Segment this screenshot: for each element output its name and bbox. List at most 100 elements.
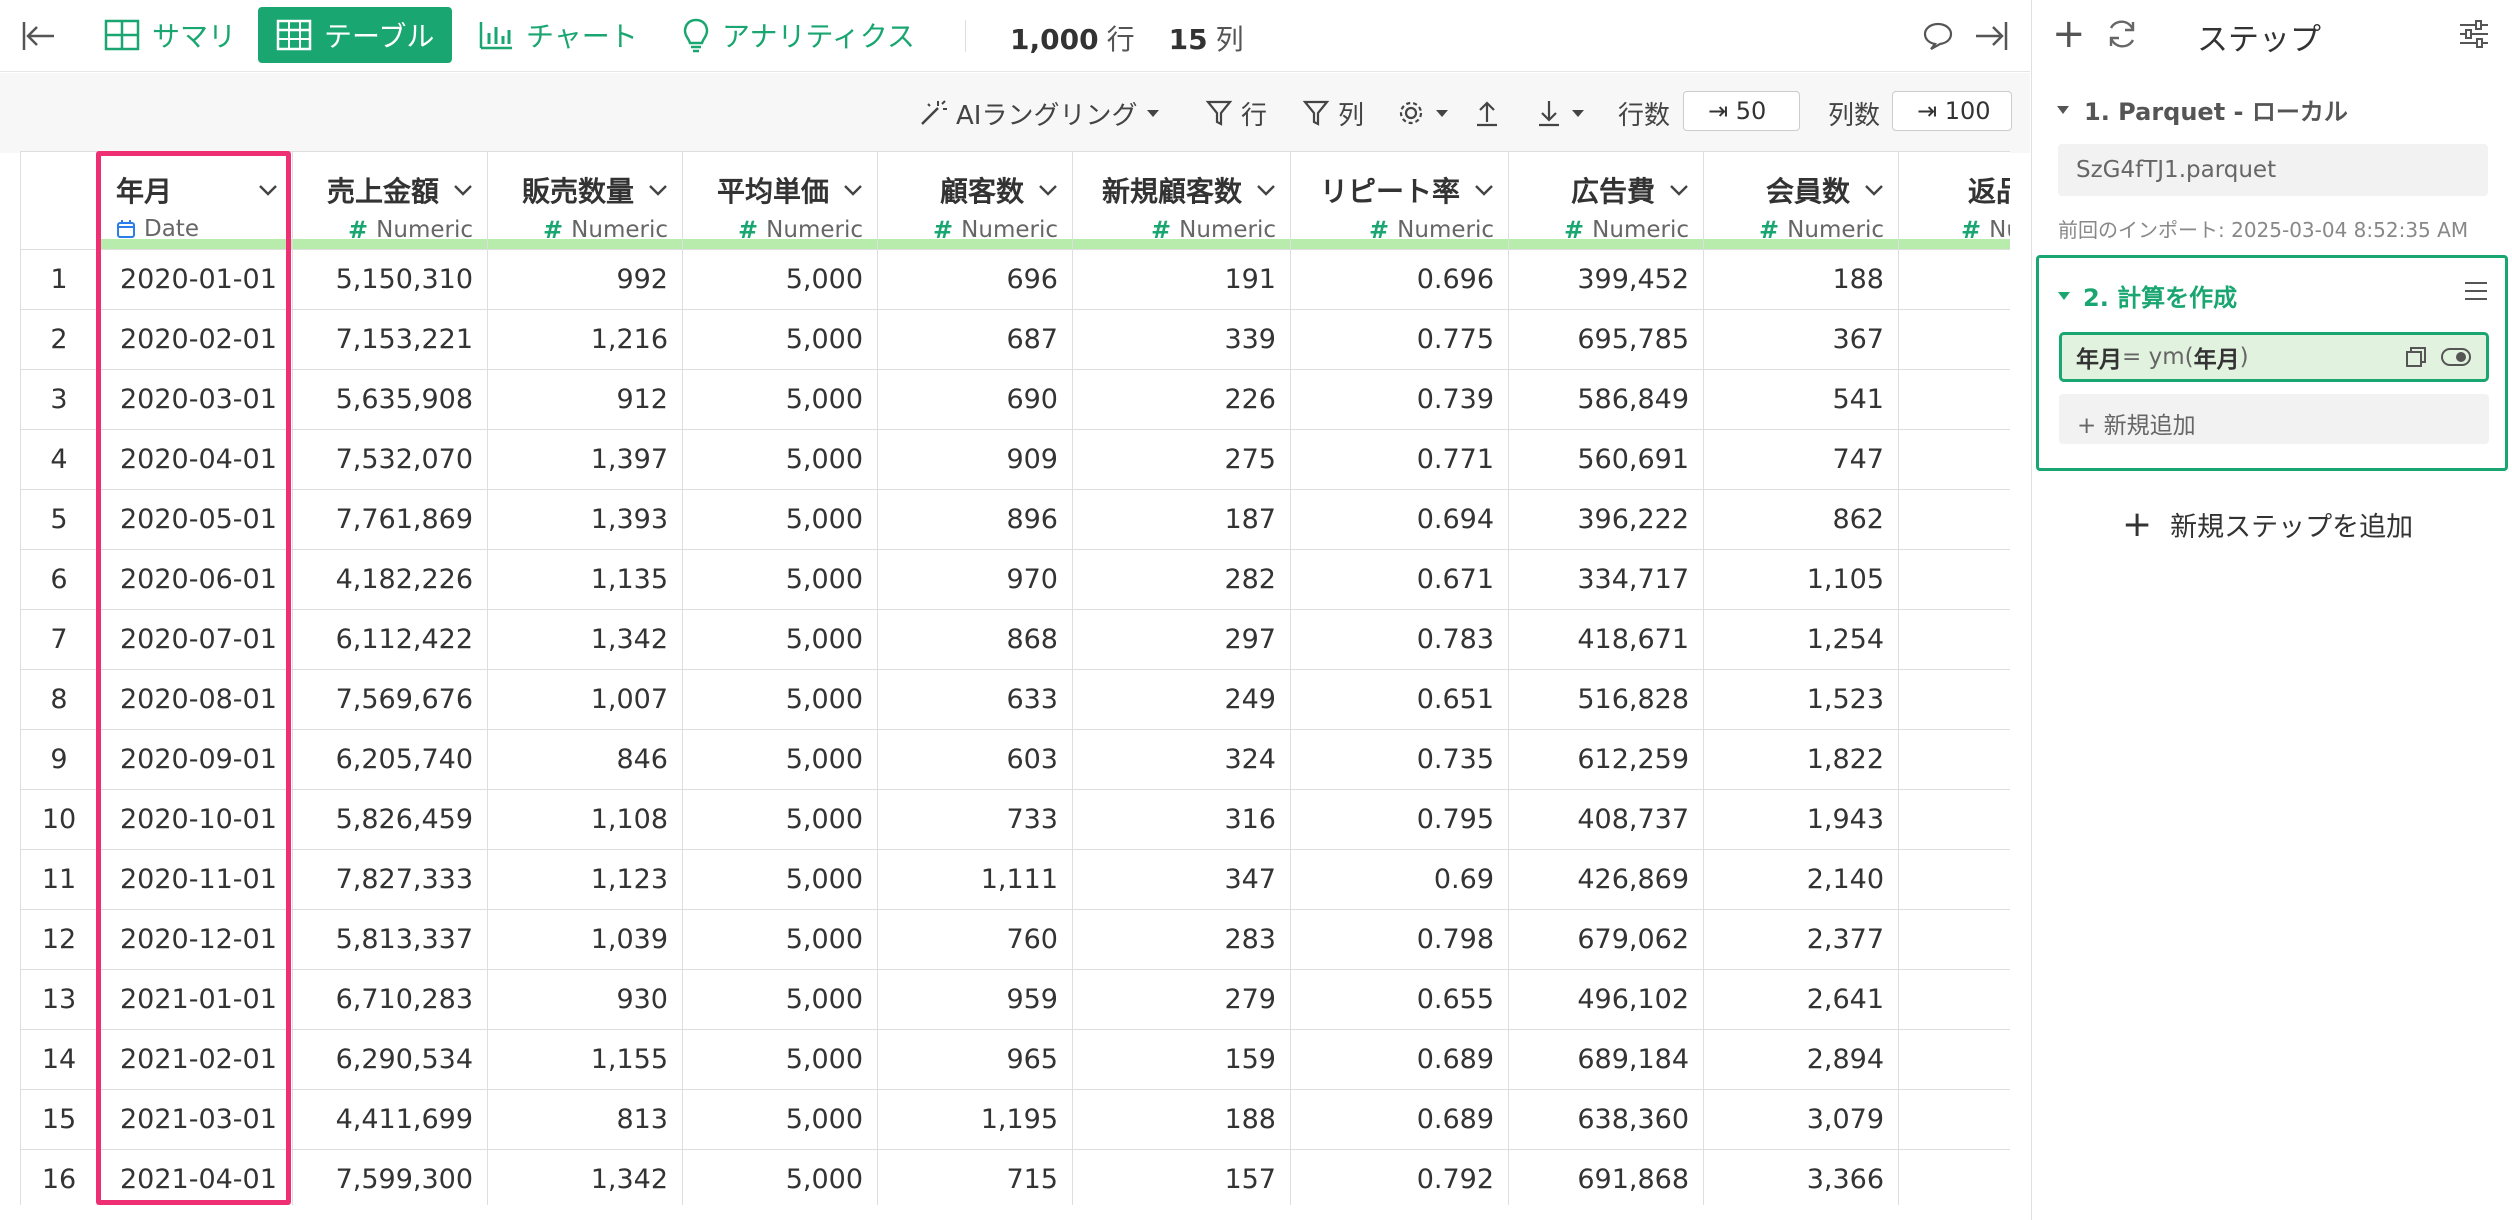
table-cell[interactable]: 7,761,869 <box>292 489 488 550</box>
calculation-item[interactable]: 年月 = ym(年月) <box>2059 332 2489 382</box>
table-cell[interactable]: 1,105 <box>1703 549 1899 610</box>
table-cell[interactable]: 367 <box>1703 309 1899 370</box>
table-cell[interactable]: 2,641 <box>1703 969 1899 1030</box>
table-cell[interactable]: 334,717 <box>1508 549 1704 610</box>
table-cell[interactable]: 0 <box>1898 1149 2010 1210</box>
table-cell[interactable]: 5,000 <box>682 909 878 970</box>
table-cell[interactable]: 970 <box>877 549 1073 610</box>
table-cell[interactable]: 1,342 <box>487 609 683 670</box>
column-header[interactable]: リピート率 # Numeric <box>1290 151 1509 250</box>
table-cell[interactable]: 188 <box>1703 249 1899 310</box>
table-cell[interactable]: 2021-03-01 <box>97 1089 293 1150</box>
collapse-right-icon[interactable] <box>1972 18 2012 58</box>
table-cell[interactable]: 5,000 <box>682 309 878 370</box>
table-cell[interactable]: 5,000 <box>682 429 878 490</box>
table-cell[interactable]: 896 <box>877 489 1073 550</box>
table-cell[interactable]: 1,135 <box>487 549 683 610</box>
table-cell[interactable]: 5,150,310 <box>292 249 488 310</box>
table-cell[interactable]: 0.795 <box>1290 789 1509 850</box>
table-cell[interactable]: 1,195 <box>877 1089 1073 1150</box>
table-cell[interactable]: 5,000 <box>682 609 878 670</box>
table-cell[interactable]: 1,943 <box>1703 789 1899 850</box>
table-cell[interactable]: 0.689 <box>1290 1029 1509 1090</box>
step-2-header[interactable]: 2. 計算を作成 <box>2057 278 2237 313</box>
refresh-icon[interactable] <box>2104 16 2140 56</box>
table-cell[interactable]: 612,259 <box>1508 729 1704 790</box>
table-cell[interactable]: 0 <box>1898 849 2010 910</box>
table-cell[interactable]: 2020-05-01 <box>97 489 293 550</box>
table-cell[interactable]: 0 <box>1898 249 2010 310</box>
table-cell[interactable]: 0 <box>1898 369 2010 430</box>
table-cell[interactable]: 586,849 <box>1508 369 1704 430</box>
table-cell[interactable]: 5,000 <box>682 849 878 910</box>
table-cell[interactable]: 1,523 <box>1703 669 1899 730</box>
table-cell[interactable]: 959 <box>877 969 1073 1030</box>
table-cell[interactable]: 316 <box>1072 789 1291 850</box>
chevron-down-icon[interactable] <box>843 183 863 197</box>
table-cell[interactable]: 426,869 <box>1508 849 1704 910</box>
table-cell[interactable]: 2020-08-01 <box>97 669 293 730</box>
sliders-icon[interactable] <box>2457 18 2491 54</box>
ai-wrangling-button[interactable]: AIラングリング <box>918 95 1161 131</box>
table-cell[interactable]: 909 <box>877 429 1073 490</box>
table-cell[interactable]: 0.694 <box>1290 489 1509 550</box>
step-1-header[interactable]: 1. Parquet - ローカル <box>2056 92 2348 127</box>
table-cell[interactable]: 7,569,676 <box>292 669 488 730</box>
table-cell[interactable]: 339 <box>1072 309 1291 370</box>
table-cell[interactable]: 862 <box>1703 489 1899 550</box>
table-cell[interactable]: 347 <box>1072 849 1291 910</box>
table-cell[interactable]: 2020-07-01 <box>97 609 293 670</box>
column-header[interactable]: 顧客数 # Numeric <box>877 151 1073 250</box>
table-cell[interactable]: 5,000 <box>682 1149 878 1210</box>
table-cell[interactable]: 0 <box>1898 609 2010 670</box>
cols-count-input[interactable]: ⇥ 100 <box>1892 91 2012 131</box>
chevron-down-icon[interactable] <box>1474 183 1494 197</box>
table-cell[interactable]: 1,123 <box>487 849 683 910</box>
chevron-down-icon[interactable] <box>1038 183 1058 197</box>
table-cell[interactable]: 0.651 <box>1290 669 1509 730</box>
table-cell[interactable]: 279 <box>1072 969 1291 1030</box>
column-header[interactable]: 年月 Date <box>97 151 293 250</box>
table-cell[interactable]: 5,000 <box>682 969 878 1030</box>
table-cell[interactable]: 159 <box>1072 1029 1291 1090</box>
download-dropdown[interactable] <box>1536 95 1586 131</box>
table-cell[interactable]: 6,290,534 <box>292 1029 488 1090</box>
table-cell[interactable]: 0.798 <box>1290 909 1509 970</box>
table-cell[interactable]: 0.771 <box>1290 429 1509 490</box>
table-cell[interactable]: 5,000 <box>682 369 878 430</box>
table-cell[interactable]: 930 <box>487 969 683 1030</box>
column-header[interactable]: 広告費 # Numeric <box>1508 151 1704 250</box>
table-cell[interactable]: 1,007 <box>487 669 683 730</box>
table-cell[interactable]: 4,411,699 <box>292 1089 488 1150</box>
table-cell[interactable]: 408,737 <box>1508 789 1704 850</box>
table-cell[interactable]: 0 <box>1898 489 2010 550</box>
column-filter-button[interactable]: 列 <box>1302 95 1364 131</box>
table-cell[interactable]: 297 <box>1072 609 1291 670</box>
table-cell[interactable]: 690 <box>877 369 1073 430</box>
table-cell[interactable]: 5,000 <box>682 249 878 310</box>
table-cell[interactable]: 691,868 <box>1508 1149 1704 1210</box>
table-cell[interactable]: 760 <box>877 909 1073 970</box>
chevron-down-icon[interactable] <box>258 183 278 197</box>
chevron-down-icon[interactable] <box>453 183 473 197</box>
table-cell[interactable]: 638,360 <box>1508 1089 1704 1150</box>
hamburger-menu-icon[interactable] <box>2463 280 2489 306</box>
table-cell[interactable]: 1,342 <box>487 1149 683 1210</box>
table-cell[interactable]: 733 <box>877 789 1073 850</box>
table-cell[interactable]: 5,000 <box>682 489 878 550</box>
table-cell[interactable]: 324 <box>1072 729 1291 790</box>
table-cell[interactable]: 695,785 <box>1508 309 1704 370</box>
table-cell[interactable]: 1,108 <box>487 789 683 850</box>
chevron-down-icon[interactable] <box>648 183 668 197</box>
table-cell[interactable]: 0.735 <box>1290 729 1509 790</box>
chevron-down-icon[interactable] <box>1256 183 1276 197</box>
table-cell[interactable]: 0.696 <box>1290 249 1509 310</box>
table-cell[interactable]: 5,000 <box>682 1029 878 1090</box>
table-cell[interactable]: 2020-06-01 <box>97 549 293 610</box>
table-cell[interactable]: 275 <box>1072 429 1291 490</box>
table-cell[interactable]: 1,397 <box>487 429 683 490</box>
table-cell[interactable] <box>1898 1029 2010 1090</box>
add-icon[interactable]: + <box>2052 11 2086 57</box>
upload-icon[interactable] <box>1474 95 1500 131</box>
table-cell[interactable]: 0.775 <box>1290 309 1509 370</box>
